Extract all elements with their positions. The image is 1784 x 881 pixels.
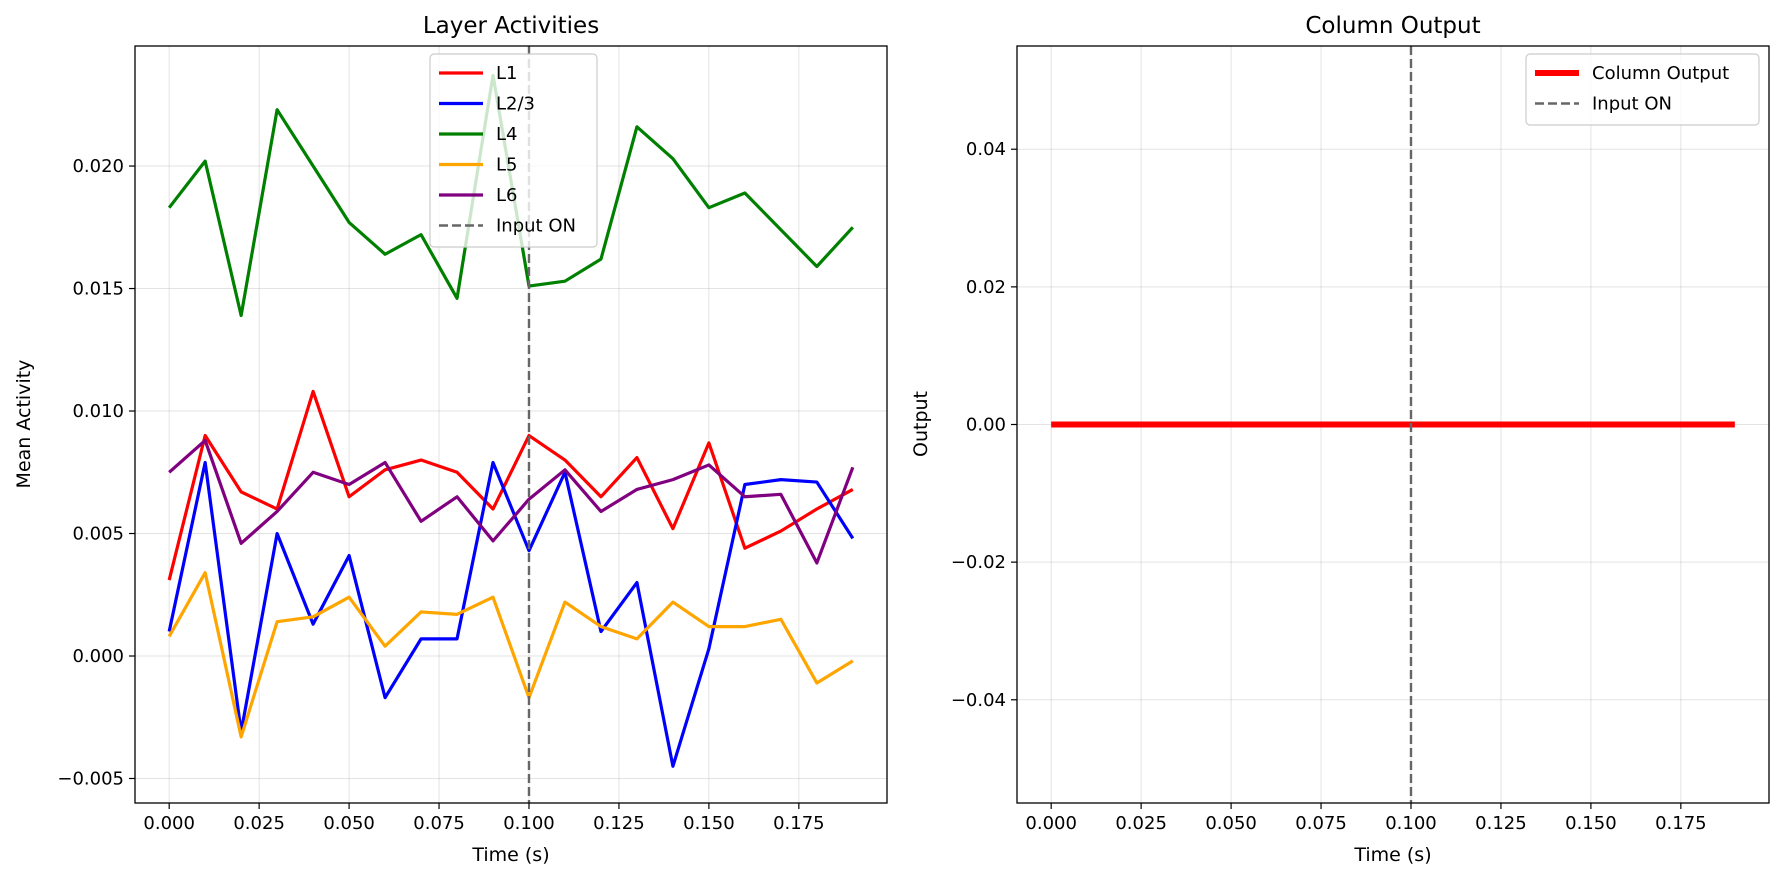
legend-item-l2-3: L2/3	[439, 94, 535, 115]
y-tick-label: 0.000	[72, 646, 124, 667]
y-axis-label: Mean Activity	[13, 360, 35, 489]
ticks: 0.000 0.025 0.050 0.075 0.100 0.125 0.150 0.175…	[951, 139, 1707, 834]
y-tick-label: 0.00	[966, 415, 1006, 436]
legend-label: Input ON	[496, 216, 576, 237]
chart-title: Column Output	[1305, 13, 1480, 39]
plot-area	[1051, 46, 1735, 803]
chart-title: Layer Activities	[423, 13, 599, 39]
y-tick-label: 0.015	[72, 279, 124, 300]
x-tick-label: 0.150	[1565, 813, 1617, 834]
legend-label: L5	[496, 155, 517, 176]
legend-label: L2/3	[496, 94, 535, 115]
legend-label: Input ON	[1592, 94, 1672, 115]
x-tick-label: 0.125	[593, 813, 645, 834]
y-tick-label: −0.02	[951, 552, 1006, 573]
y-tick-label: 0.010	[72, 401, 124, 422]
y-axis-label: Output	[910, 391, 932, 457]
x-tick-label: 0.175	[1655, 813, 1707, 834]
legend: L1 L2/3 L4 L5 L6 Input ON	[429, 53, 598, 248]
series-line-l6	[168, 438, 855, 565]
legend-item-l6: L6	[439, 185, 517, 206]
x-tick-label: 0.100	[503, 813, 555, 834]
x-tick-label: 0.150	[683, 813, 735, 834]
series-line-l1	[167, 389, 854, 581]
legend-label: Column Output	[1592, 63, 1729, 84]
y-tick-label: −0.005	[57, 769, 124, 790]
legend: Column Output Input ON	[1525, 53, 1760, 126]
legend-label: L6	[496, 185, 517, 206]
x-tick-label: 0.025	[1115, 813, 1167, 834]
legend-item-input-on: Input ON	[439, 216, 576, 237]
x-axis-label: Time (s)	[1353, 844, 1431, 866]
x-tick-label: 0.000	[1025, 813, 1077, 834]
legend-label: L1	[496, 63, 517, 84]
legend-item-l1: L1	[439, 63, 517, 84]
legend-item-input-on: Input ON	[1535, 94, 1672, 115]
x-tick-label: 0.075	[413, 813, 465, 834]
column-output-chart: Column Output 0.000 0.025 0.050 0.075 0.100 0…	[910, 13, 1770, 866]
legend-item-l5: L5	[439, 155, 517, 176]
x-tick-label: 0.050	[1205, 813, 1257, 834]
x-tick-label: 0.125	[1475, 813, 1527, 834]
y-tick-label: 0.020	[72, 156, 124, 177]
x-tick-label: 0.050	[323, 813, 375, 834]
ticks: 0.000 0.025 0.050 0.075 0.100 0.125 0.150 0.175…	[57, 156, 824, 834]
y-tick-label: 0.04	[966, 139, 1006, 160]
y-tick-label: 0.02	[966, 277, 1006, 298]
y-tick-label: −0.04	[951, 690, 1006, 711]
legend-item-column-output: Column Output	[1535, 63, 1729, 84]
x-tick-label: 0.000	[143, 813, 195, 834]
axes-frame	[134, 45, 888, 804]
legend-label: L4	[496, 124, 517, 145]
legend-item-l4: L4	[439, 124, 517, 145]
x-tick-label: 0.175	[773, 813, 825, 834]
x-tick-label: 0.025	[233, 813, 285, 834]
series-line-l5	[167, 571, 854, 739]
layer-activities-chart: Layer Activities 0.000 0.025 0.050 0.075 0.1…	[13, 13, 888, 866]
series-line-l2-3	[167, 460, 855, 768]
y-tick-label: 0.005	[72, 524, 124, 545]
x-tick-label: 0.075	[1295, 813, 1347, 834]
x-tick-label: 0.100	[1385, 813, 1437, 834]
legend-box	[1525, 53, 1760, 126]
x-axis-label: Time (s)	[471, 844, 549, 866]
